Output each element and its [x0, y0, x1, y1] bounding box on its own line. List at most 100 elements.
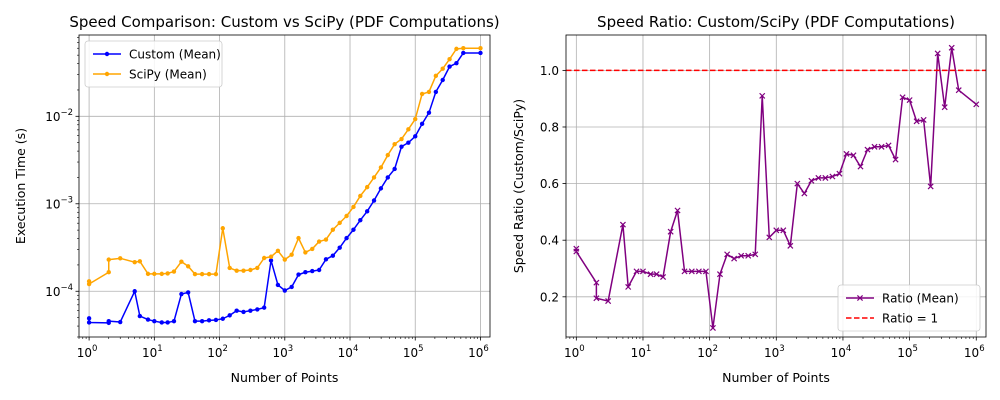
data-point: [268, 258, 274, 263]
x-tick-exponent: 5: [418, 344, 423, 354]
data-point: [268, 254, 274, 259]
data-point: [179, 259, 184, 264]
legend-label: SciPy (Mean): [129, 68, 207, 82]
series-custom-mean: [86, 50, 483, 326]
x-tick-base: 10: [468, 346, 483, 360]
x-tick-exponent: 3: [288, 344, 293, 354]
data-point: [145, 271, 151, 277]
y-tick-base: 10: [45, 110, 60, 124]
x-tick-exponent: 5: [913, 344, 918, 354]
series-ratio-mean: [573, 44, 980, 331]
x-tick-exponent: 0: [92, 344, 97, 354]
data-point: [364, 209, 370, 214]
data-point: [118, 256, 123, 261]
data-point: [667, 228, 674, 235]
data-point: [605, 298, 612, 305]
x-tick-label: 100: [77, 344, 98, 360]
y-tick-label: 0.2: [540, 290, 559, 304]
data-point: [913, 118, 920, 125]
data-point: [573, 248, 580, 255]
data-point: [955, 87, 962, 94]
y-tick-label: 10−2: [45, 108, 73, 124]
legend-label: Custom (Mean): [129, 48, 221, 62]
data-point: [593, 295, 600, 302]
data-point: [296, 272, 301, 277]
data-point: [323, 257, 329, 262]
data-point: [454, 60, 459, 66]
data-point: [619, 221, 626, 228]
x-tick-label: 100: [564, 344, 585, 360]
data-point: [941, 104, 948, 111]
data-point: [137, 259, 143, 264]
legend-marker: [856, 294, 864, 302]
data-point: [192, 271, 198, 277]
data-point: [478, 50, 483, 56]
data-point: [593, 279, 600, 286]
data-point: [282, 257, 287, 262]
x-axis-label: Number of Points: [722, 370, 830, 385]
legend: Ratio (Mean) Ratio = 1: [837, 284, 981, 332]
legend-box: [837, 284, 981, 332]
y-tick-label: 0.6: [540, 177, 559, 191]
data-point: [973, 101, 980, 108]
data-point: [255, 307, 260, 312]
data-point: [199, 318, 205, 324]
data-point: [310, 246, 315, 252]
data-point: [906, 97, 913, 104]
data-point: [794, 180, 801, 187]
data-point: [426, 110, 432, 115]
x-tick-base: 10: [77, 346, 92, 360]
legend-item: Ratio = 1: [846, 312, 938, 326]
data-point: [185, 290, 191, 295]
data-point: [316, 267, 322, 273]
data-point: [653, 271, 660, 278]
x-tick-base: 10: [631, 346, 646, 360]
data-point: [132, 259, 137, 265]
data-point: [948, 44, 955, 51]
data-point: [323, 237, 329, 242]
data-point: [688, 268, 695, 275]
data-point: [378, 186, 384, 191]
x-tick-label: 101: [631, 344, 652, 360]
data-point: [639, 268, 647, 275]
data-point: [86, 320, 92, 325]
data-point: [275, 248, 281, 254]
data-point: [899, 94, 906, 101]
data-point: [330, 227, 336, 232]
chart-title: Speed Ratio: Custom/SciPy (PDF Computati…: [597, 13, 955, 31]
legend-box: [84, 40, 223, 88]
data-point: [892, 156, 899, 163]
data-point: [413, 116, 418, 122]
data-point: [731, 255, 738, 262]
data-point: [647, 271, 654, 278]
x-axis-label: Number of Points: [231, 370, 339, 385]
data-point: [159, 271, 164, 277]
data-point: [857, 163, 864, 170]
data-point: [864, 146, 871, 153]
data-point: [145, 317, 151, 322]
legend-item: SciPy (Mean): [93, 68, 207, 82]
data-point: [738, 252, 745, 259]
x-tick-exponent: 2: [713, 344, 718, 354]
data-point: [392, 141, 397, 147]
data-point: [478, 46, 483, 51]
data-point: [413, 134, 418, 139]
data-point: [426, 89, 432, 95]
data-point: [447, 56, 452, 62]
x-tick-label: 104: [338, 344, 359, 360]
data-point: [371, 175, 377, 180]
data-point: [179, 291, 184, 297]
data-point: [296, 235, 301, 241]
data-point: [440, 77, 445, 83]
data-point: [392, 166, 397, 172]
data-point: [850, 152, 857, 159]
data-point: [199, 271, 205, 277]
x-tick-base: 10: [142, 346, 157, 360]
data-point: [165, 271, 170, 276]
data-point: [815, 174, 822, 181]
data-point: [822, 174, 829, 181]
data-point: [399, 136, 404, 142]
data-point: [660, 273, 667, 281]
x-tick-label: 105: [403, 344, 424, 360]
data-point: [878, 143, 885, 150]
